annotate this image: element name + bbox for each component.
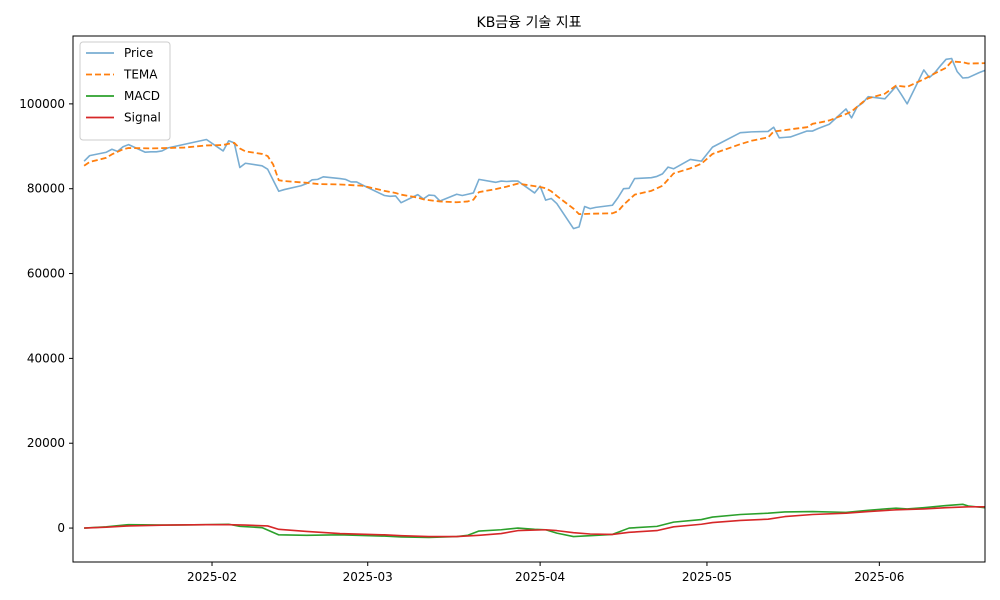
y-tick-label: 80000 [27,182,65,196]
y-tick-label: 100000 [19,97,65,111]
y-tick-label: 60000 [27,267,65,281]
series-layer [83,57,986,539]
x-axis: 2025-02 2025-03 2025-04 2025-05 2025-06 [187,562,904,584]
legend: Price TEMA MACD Signal [79,41,171,141]
x-tick-label: 2025-04 [515,570,565,584]
series-line-signal [84,506,985,538]
x-tick-label: 2025-05 [682,570,732,584]
plot-area [72,35,986,563]
y-tick-label: 40000 [27,351,65,365]
series-line-tema [83,60,986,216]
legend-label-tema: TEMA [123,68,158,82]
series-line-price [83,57,986,230]
legend-label-macd: MACD [124,89,160,103]
y-tick-label: 0 [57,521,65,535]
x-tick-label: 2025-03 [343,570,393,584]
series-line-macd [84,503,986,539]
chart-title: KB금융 기술 지표 [477,15,582,31]
legend-label-price: Price [124,46,153,60]
y-axis: 0 20000 40000 60000 80000 100000 [19,97,73,535]
x-tick-label: 2025-02 [187,570,237,584]
legend-box [79,41,171,141]
plot-frame [72,35,986,563]
y-tick-label: 20000 [27,436,65,450]
x-tick-label: 2025-06 [854,570,904,584]
legend-label-signal: Signal [124,111,161,125]
